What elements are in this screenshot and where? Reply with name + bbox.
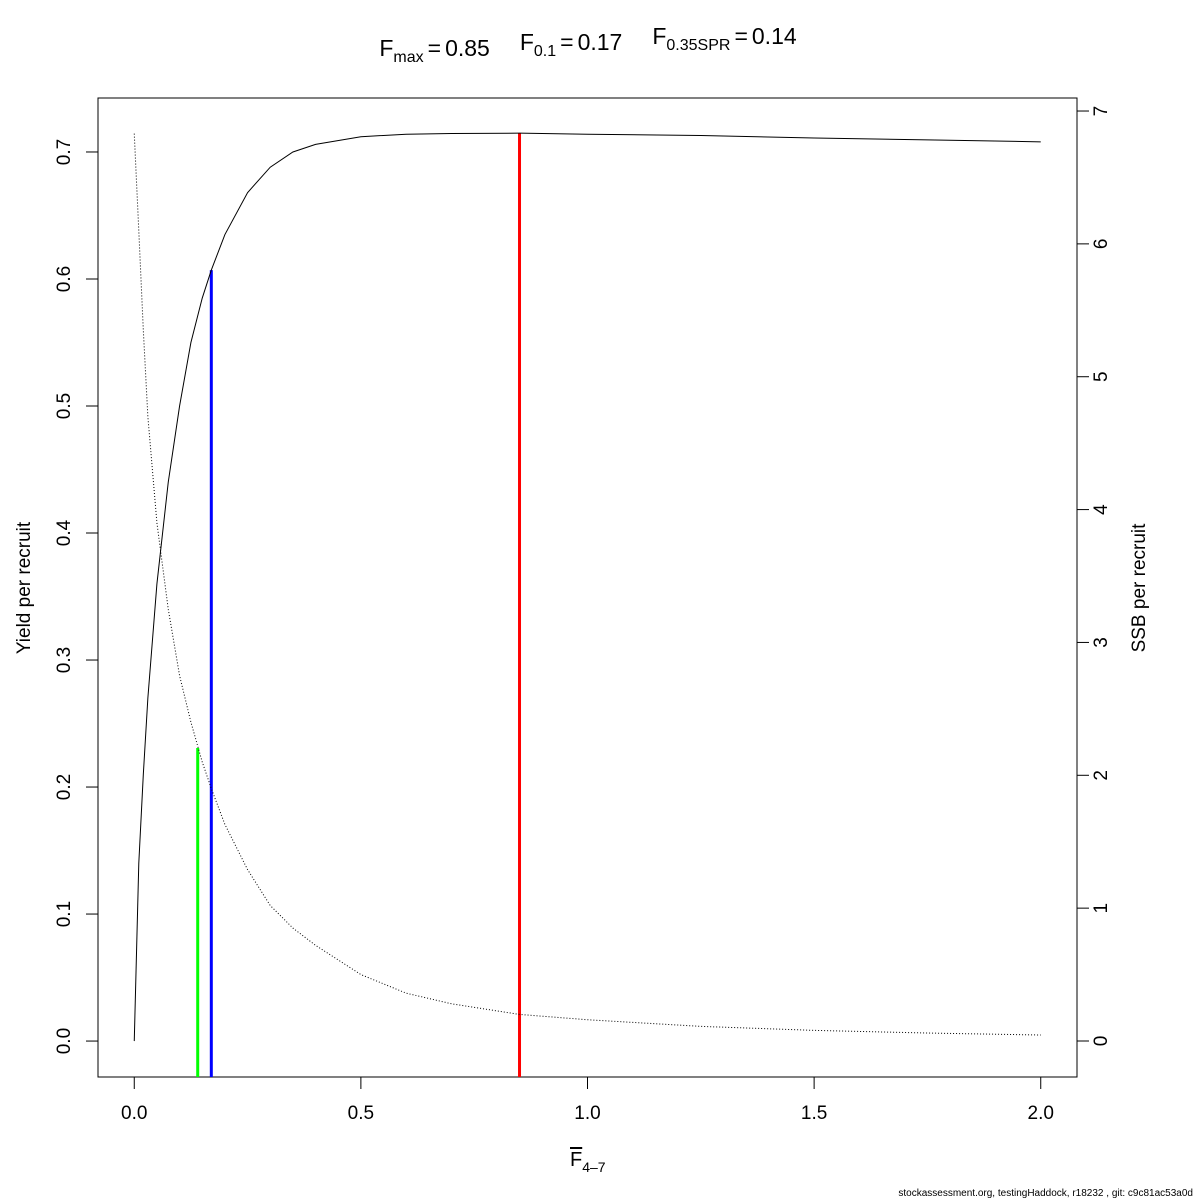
title-subscript: 0.1	[534, 43, 556, 60]
title-value: 0.14	[752, 23, 797, 49]
x-tick-label: 0.5	[348, 1103, 374, 1124]
y2-tick-label: 2	[1091, 770, 1112, 781]
y-tick-label: 0.3	[54, 647, 75, 673]
y-tick-label: 0.7	[54, 139, 75, 165]
title-symbol: F	[520, 29, 534, 55]
title-relation: =	[560, 29, 573, 55]
title-subscript: max	[393, 49, 423, 66]
y2-tick-label: 1	[1091, 903, 1112, 914]
x-tick-label: 0.0	[121, 1103, 147, 1124]
title-value: 0.85	[445, 35, 490, 61]
y-tick-label: 0.4	[54, 519, 75, 546]
y2-tick-label: 3	[1091, 637, 1112, 648]
y2-tick-label: 4	[1091, 504, 1112, 515]
y-tick-label: 0.2	[54, 774, 75, 800]
y-axis-label: Yield per recruit	[14, 521, 35, 654]
y-tick-label: 0.5	[54, 393, 75, 419]
y-tick-label: 0.0	[54, 1028, 75, 1054]
y-tick-label: 0.6	[54, 266, 75, 292]
plot-frame	[97, 97, 1078, 1078]
title-symbol: F	[652, 23, 666, 49]
y2-tick-label: 0	[1091, 1036, 1112, 1047]
y2-tick-label: 7	[1091, 106, 1112, 117]
y2-axis-label: SSB per recruit	[1129, 523, 1150, 653]
y2-tick-label: 5	[1091, 371, 1112, 382]
chart-title: Fmax = 0.85 F0.1 = 0.17 F0.35SPR = 0.14	[379, 23, 797, 66]
footer: stockassessment.org, testingHaddock, r18…	[898, 1188, 1193, 1199]
x-axis-label: F4–7	[570, 1149, 606, 1175]
ssb-curve	[133, 133, 1041, 1036]
x-label-subscript: 4–7	[582, 1159, 606, 1175]
x-tick-label: 1.0	[574, 1103, 600, 1124]
x-label-symbol: F	[570, 1149, 582, 1171]
title-subscript: 0.35SPR	[666, 37, 730, 54]
x-tick-label: 2.0	[1028, 1103, 1054, 1124]
title-relation: =	[734, 23, 747, 49]
title-value: 0.17	[578, 29, 623, 55]
title-relation: =	[428, 35, 441, 61]
yield-curve	[133, 132, 1041, 1042]
y2-tick-label: 6	[1091, 239, 1112, 250]
title-symbol: F	[379, 35, 393, 61]
y-tick-label: 0.1	[54, 901, 75, 927]
x-tick-label: 1.5	[801, 1103, 827, 1124]
